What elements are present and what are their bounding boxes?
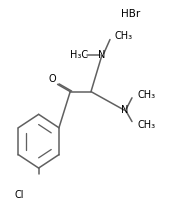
Text: H₃C: H₃C [70,51,88,61]
Text: O: O [49,74,56,84]
Text: CH₃: CH₃ [114,31,133,41]
Text: CH₃: CH₃ [137,90,155,100]
Text: Cl: Cl [15,190,24,200]
Text: N: N [98,51,106,61]
Text: HBr: HBr [121,9,140,19]
Text: CH₃: CH₃ [137,120,155,130]
Text: N: N [121,105,128,115]
